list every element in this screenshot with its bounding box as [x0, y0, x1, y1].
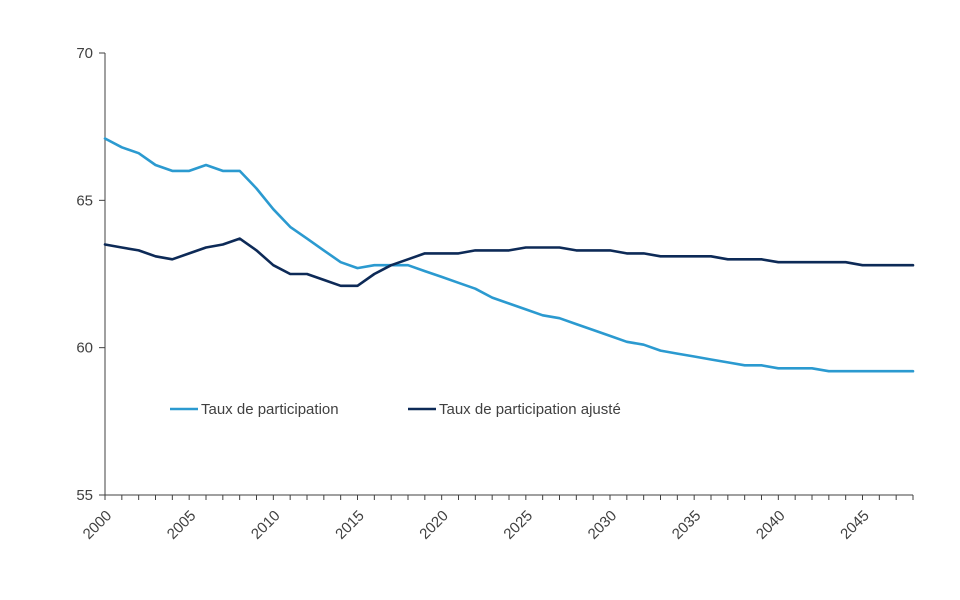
x-tick-label: 2045 — [837, 507, 873, 543]
x-tick-label: 2030 — [585, 507, 621, 543]
y-tick-label: 55 — [76, 487, 93, 504]
x-tick-label: 2040 — [753, 507, 789, 543]
series-line-1 — [103, 237, 915, 288]
x-tick-label: 2000 — [80, 507, 116, 543]
y-axis-ticks: 55 60 65 70 — [76, 45, 105, 504]
series-lines — [103, 137, 915, 373]
legend-label-taux-de-participation-ajuste: Taux de participation ajusté — [439, 401, 621, 418]
x-tick-label: 2010 — [248, 507, 284, 543]
series-line-0 — [103, 137, 915, 373]
x-tick-label: 2015 — [332, 507, 368, 543]
y-tick-label: 60 — [76, 340, 93, 357]
x-tick-label: 2025 — [500, 507, 536, 543]
legend: Taux de participation Taux de participat… — [170, 401, 621, 418]
x-tick-label: 2005 — [164, 507, 200, 543]
legend-label-taux-de-participation: Taux de participation — [201, 401, 339, 418]
x-tick-label: 2035 — [669, 507, 705, 543]
y-tick-label: 65 — [76, 192, 93, 209]
x-axis-ticks: 2000 2005 2010 2015 2020 2025 2030 2035 2040 2045 — [80, 495, 914, 543]
x-tick-label: 2020 — [416, 507, 452, 543]
y-tick-label: 70 — [76, 45, 93, 62]
